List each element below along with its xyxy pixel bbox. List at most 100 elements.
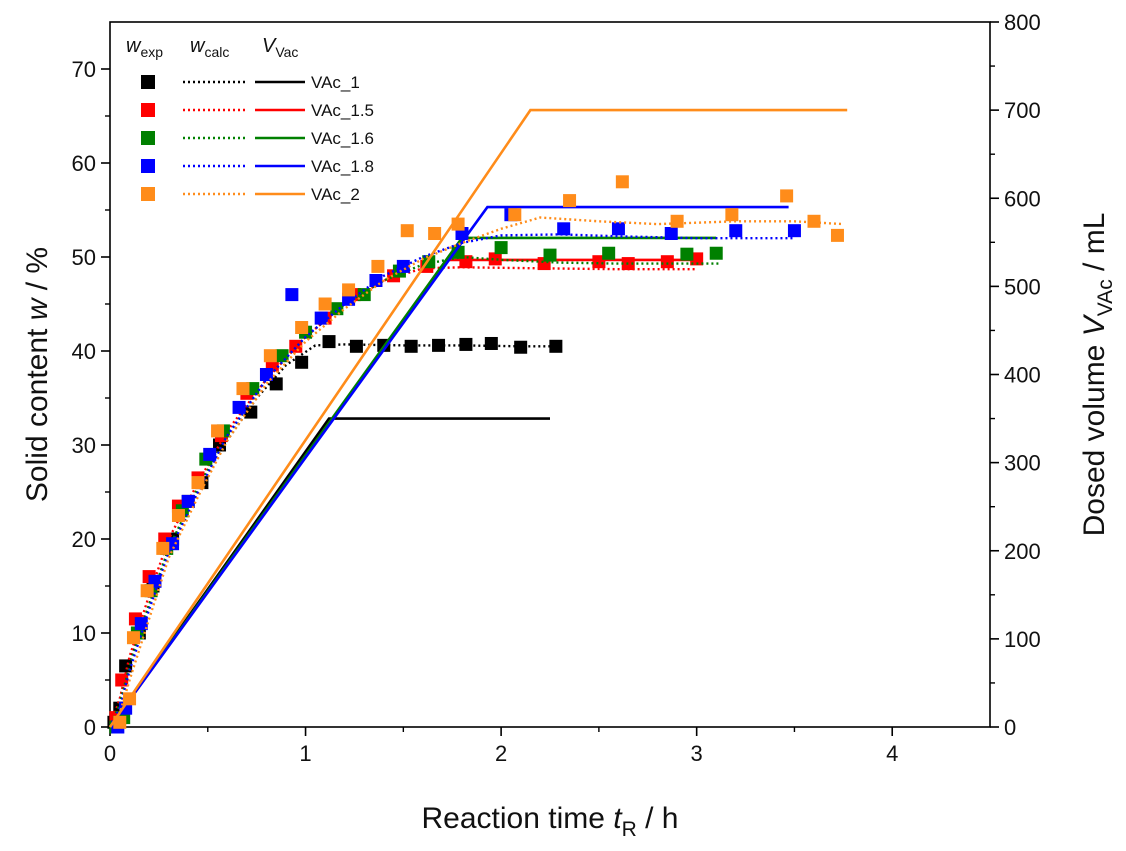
legend-label: VAc_1.5 (311, 101, 374, 120)
exp-point (171, 509, 185, 522)
legend-exp-marker (141, 103, 155, 117)
exp-point (428, 227, 442, 240)
legend-header-symbol: w (190, 35, 206, 57)
exp-point (246, 382, 260, 396)
exp-point (318, 297, 332, 311)
legend-header-symbol: V (262, 35, 277, 57)
legend-label: VAc_2 (311, 185, 360, 204)
y-left-tick-label: 50 (72, 245, 96, 270)
exp-point (269, 377, 283, 391)
y-left-tick-label: 20 (72, 527, 96, 552)
exp-point (232, 400, 246, 414)
x-tick-label: 1 (299, 741, 311, 766)
y-left-tick-label: 70 (72, 57, 96, 82)
exp-point (181, 494, 195, 508)
exp-point (729, 224, 743, 238)
series-layer (107, 108, 848, 734)
x-axis-title-subscript: R (622, 818, 637, 841)
x-tick-label: 0 (104, 741, 116, 766)
y-left-tick-label: 40 (72, 339, 96, 364)
legend-label: VAc_1 (311, 73, 360, 92)
legend-item-VAc_1: VAc_1 (141, 73, 360, 92)
y-left-tick-label: 60 (72, 151, 96, 176)
y-left-axis-title-symbol: w (21, 296, 54, 320)
exp-point (342, 283, 356, 297)
legend-header: wexp (126, 35, 163, 60)
exp-point (549, 339, 563, 353)
dosed-volume-line (108, 108, 848, 728)
exp-point (611, 222, 625, 236)
exp-point (259, 368, 273, 381)
legend-header: wcalc (190, 35, 229, 60)
calc-line (108, 233, 795, 728)
exp-point (357, 288, 371, 302)
exp-point (134, 617, 148, 631)
y-right-tick-label: 100 (1004, 627, 1041, 652)
exp-point (289, 339, 303, 353)
exp-point (211, 424, 225, 438)
legend-header-subscript: calc (204, 44, 229, 60)
x-tick-label: 3 (691, 741, 703, 766)
exp-point (514, 340, 528, 354)
exp-point (275, 349, 289, 363)
exp-point (400, 224, 414, 238)
legend-header-subscript: Vac (275, 44, 298, 60)
exp-point (807, 214, 821, 228)
exp-point (203, 447, 217, 461)
legend-header: VVac (262, 35, 298, 60)
legend-item-VAc_2: VAc_2 (141, 185, 360, 204)
series-VAc_1.8 (108, 205, 801, 734)
y-right-tick-label: 300 (1004, 451, 1041, 476)
exp-point (830, 228, 844, 242)
exp-point (488, 252, 502, 266)
exp-point (156, 541, 170, 555)
legend: wexp wcalc VVacVAc_1VAc_1.5VAc_1.6VAc_1.8V… (126, 35, 374, 204)
legend-exp-marker (141, 187, 155, 201)
legend-item-VAc_1.8: VAc_1.8 (141, 157, 374, 176)
legend-label: VAc_1.6 (311, 129, 374, 148)
series-VAc_2 (108, 108, 848, 729)
legend-exp-marker (141, 159, 155, 173)
exp-point (140, 584, 154, 598)
exp-point (660, 255, 674, 269)
legend-header-subscript: exp (140, 44, 163, 60)
exp-point (543, 248, 557, 262)
y-right-tick-label: 700 (1004, 98, 1041, 123)
exp-point (123, 692, 137, 706)
legend-label: VAc_1.8 (311, 157, 374, 176)
exp-point (244, 405, 258, 419)
y-right-axis-title-symbol: V (1078, 313, 1111, 336)
y-left-tick-label: 10 (72, 621, 96, 646)
exp-point (191, 476, 205, 490)
exp-point (592, 255, 606, 269)
legend-header-symbol: w (126, 35, 142, 57)
exp-point (236, 382, 250, 396)
exp-point (432, 338, 446, 352)
exp-point (314, 311, 328, 325)
legend-exp-marker (141, 131, 155, 145)
exp-point (670, 214, 684, 228)
y-right-axis-title-unit: / mL (1078, 213, 1111, 280)
legend-item-VAc_1.6: VAc_1.6 (141, 129, 374, 148)
exp-point (349, 339, 363, 353)
exp-point (557, 222, 571, 236)
exp-point (295, 355, 309, 369)
exp-point (404, 339, 418, 353)
exp-point (285, 288, 299, 302)
exp-point (295, 321, 309, 334)
exp-point (709, 246, 723, 260)
calc-line (108, 266, 697, 728)
exp-point (371, 259, 385, 273)
exp-point (615, 175, 629, 189)
exp-point (680, 247, 694, 261)
legend-exp-marker (141, 75, 155, 89)
y-right-tick-label: 400 (1004, 363, 1041, 388)
exp-point (396, 259, 410, 273)
y-right-tick-label: 600 (1004, 186, 1041, 211)
y-left-axis-title-unit: / % (21, 247, 54, 299)
exp-point (787, 224, 801, 238)
series-VAc_1.5 (108, 252, 704, 728)
y-right-axis-title-main: Dosed volume (1078, 336, 1111, 536)
exp-point (263, 349, 277, 363)
